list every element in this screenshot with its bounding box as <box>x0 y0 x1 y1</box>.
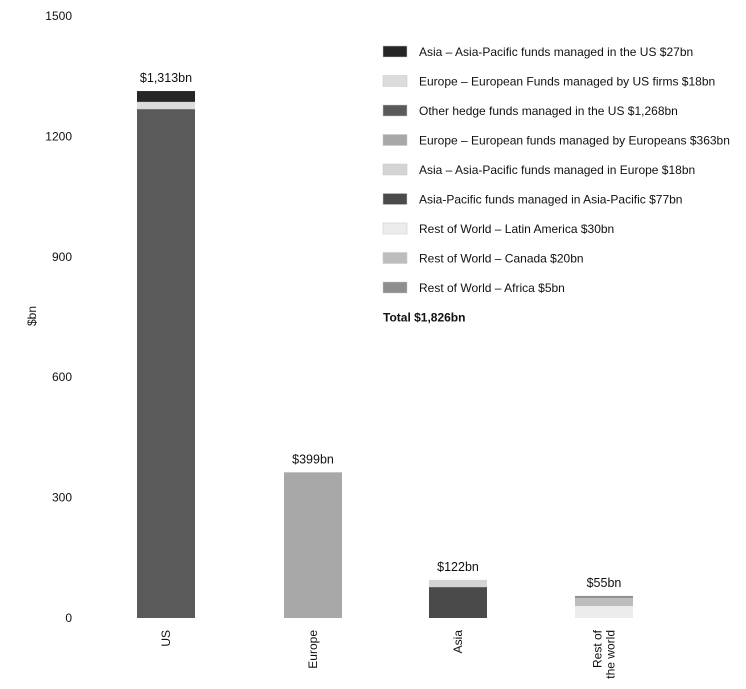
legend-swatch <box>382 163 408 176</box>
legend: Asia – Asia-Pacific funds managed in the… <box>382 45 730 325</box>
x-category-line: Europe <box>306 630 320 669</box>
legend-entry: Europe – European funds managed by Europ… <box>419 134 730 148</box>
legend-swatch <box>382 222 408 235</box>
y-tick-label: 300 <box>52 491 72 505</box>
y-tick-label: 600 <box>52 370 72 384</box>
x-category-label: Europe <box>306 630 320 669</box>
y-tick-label: 0 <box>65 611 72 625</box>
legend-entry: Asia – Asia-Pacific funds managed in Eur… <box>419 163 695 177</box>
legend-total: Total $1,826bn <box>383 311 465 325</box>
y-axis: 0 300 600 900 1200 1500 <box>45 9 72 625</box>
legend-entry: Other hedge funds managed in the US $1,2… <box>419 104 678 118</box>
bars <box>137 91 633 618</box>
x-category-line: the world <box>604 630 618 679</box>
bar-segment <box>137 101 195 110</box>
bar-total-labels: $1,313bn $399bn $122bn $55bn <box>140 71 621 590</box>
legend-swatch <box>382 134 408 146</box>
bar-segment <box>575 597 633 606</box>
y-axis-label: $bn <box>25 306 39 326</box>
x-category-label: US <box>159 630 173 647</box>
bar-segment <box>284 472 342 618</box>
bar-total-label: $399bn <box>292 452 334 466</box>
legend-swatch <box>382 281 408 294</box>
x-category-line: Rest of <box>591 629 605 668</box>
legend-entry: Asia-Pacific funds managed in Asia-Pacif… <box>419 193 682 207</box>
legend-entry: Asia – Asia-Pacific funds managed in the… <box>419 45 693 59</box>
legend-swatch <box>382 193 408 205</box>
bar-segment <box>137 109 195 618</box>
y-tick-label: 1500 <box>45 9 72 23</box>
x-axis-categories: US Europe Asia Rest of the world <box>159 629 618 678</box>
bar-segment <box>575 595 633 598</box>
bar-total-label: $55bn <box>587 576 622 590</box>
bar-segment <box>137 91 195 102</box>
x-category-line: US <box>159 630 173 647</box>
x-category-line: Asia <box>451 630 465 654</box>
legend-entry: Rest of World – Africa $5bn <box>419 281 565 295</box>
legend-entry: Europe – European Funds managed by US fi… <box>419 75 715 89</box>
bar-total-label: $1,313bn <box>140 71 192 85</box>
y-tick-label: 900 <box>52 250 72 264</box>
bar-segment <box>429 587 487 618</box>
bar-segment <box>575 605 633 618</box>
legend-swatch <box>382 104 408 117</box>
legend-swatch <box>382 45 408 58</box>
legend-swatch <box>382 252 408 264</box>
y-tick-label: 1200 <box>45 129 72 143</box>
bar-segment <box>429 579 487 588</box>
bar-total-label: $122bn <box>437 560 479 574</box>
legend-swatch <box>382 75 408 87</box>
legend-entry: Rest of World – Latin America $30bn <box>419 222 614 236</box>
legend-entry: Rest of World – Canada $20bn <box>419 252 584 266</box>
x-category-label: Asia <box>451 630 465 654</box>
x-category-label: Rest of the world <box>591 629 618 678</box>
